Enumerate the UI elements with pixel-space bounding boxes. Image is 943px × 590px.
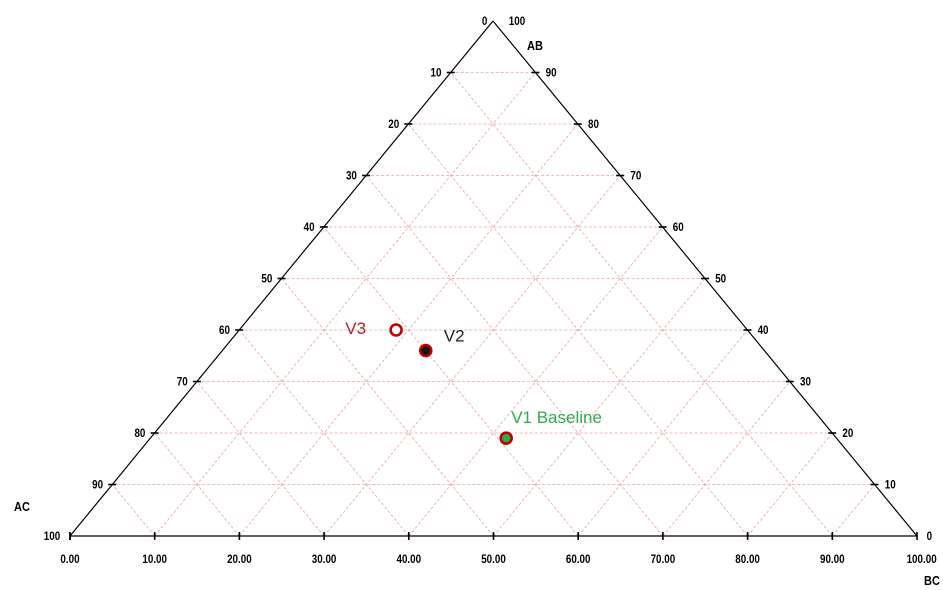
grid-line-right-diagonal — [154, 72, 536, 537]
grid-line-left-diagonal — [408, 123, 748, 537]
data-point-v2 — [418, 343, 433, 358]
tick-label-ac: 10 — [431, 67, 442, 80]
grid-line-left-diagonal — [154, 432, 240, 537]
grid-line-left-diagonal — [365, 175, 664, 537]
tick-label-bc: 10.00 — [142, 553, 167, 566]
tick-label-bc: 70.00 — [651, 553, 676, 566]
tick-label-bc: 100.00 — [907, 553, 937, 566]
tick-label-ac: 50 — [261, 273, 272, 286]
tick-label-ac: 0 — [482, 15, 487, 28]
tick-label-ac: 100 — [44, 530, 60, 543]
grid-line-right-diagonal — [577, 329, 748, 537]
tick-label-bc: 40.00 — [396, 553, 421, 566]
tick-label-ab: 70 — [630, 170, 641, 183]
tick-label-bc: 60.00 — [566, 553, 591, 566]
tick-label-ab: 40 — [758, 324, 769, 337]
grid-line-left-diagonal — [111, 484, 156, 537]
tick-label-ab: 90 — [546, 67, 557, 80]
tick-label-ab: 20 — [842, 427, 853, 440]
point-label-v2: V2 — [444, 327, 465, 346]
tick-label-ac: 40 — [304, 221, 315, 234]
data-point-v3 — [389, 323, 403, 337]
tick-label-bc: 0.00 — [60, 553, 79, 566]
grid-line-left-diagonal — [450, 72, 833, 537]
point-label-v1-baseline: V1 Baseline — [511, 408, 602, 427]
tick-label-ac: 90 — [92, 479, 103, 492]
corner-label-ac: AC — [14, 499, 30, 514]
tick-label-ac: 30 — [346, 170, 357, 183]
grid-line-left-diagonal — [281, 278, 494, 537]
tick-label-bc: 50.00 — [481, 553, 506, 566]
grid-line-right-diagonal — [662, 381, 791, 537]
tick-label-ab: 10 — [885, 479, 896, 492]
tick-label-bc: 90.00 — [820, 553, 845, 566]
tick-label-ac: 80 — [134, 427, 145, 440]
tick-label-bc: 30.00 — [312, 553, 337, 566]
tick-label-ab: 50 — [715, 273, 726, 286]
axis-ticks: 0102030405060708090100100908070605040302… — [44, 15, 937, 566]
grid-lines — [111, 72, 875, 537]
grid-line-left-diagonal — [323, 226, 579, 537]
grid-line-right-diagonal — [323, 175, 621, 537]
tick-label-ac: 20 — [388, 118, 399, 131]
corner-label-bc: BC — [924, 573, 940, 588]
corner-label-ab: AB — [527, 38, 543, 53]
data-point-v1-baseline — [499, 431, 514, 445]
grid-line-right-diagonal — [831, 484, 875, 537]
point-label-v3: V3 — [345, 319, 366, 338]
tick-label-ac: 70 — [177, 376, 188, 389]
tick-label-bc: 80.00 — [735, 553, 760, 566]
grid-line-left-diagonal — [238, 329, 410, 537]
tick-label-bc: 20.00 — [227, 553, 252, 566]
tick-label-ab: 80 — [588, 118, 599, 131]
grid-line-left-diagonal — [196, 381, 325, 537]
tick-label-ac: 60 — [219, 324, 230, 337]
data-points: V3 V2 V1 Baseline — [345, 319, 602, 445]
tick-label-ab: 60 — [673, 221, 684, 234]
tick-label-ab: 0 — [927, 530, 932, 543]
grid-line-right-diagonal — [493, 278, 706, 537]
tick-label-ab: 100 — [509, 15, 525, 28]
tick-label-ab: 30 — [800, 376, 811, 389]
